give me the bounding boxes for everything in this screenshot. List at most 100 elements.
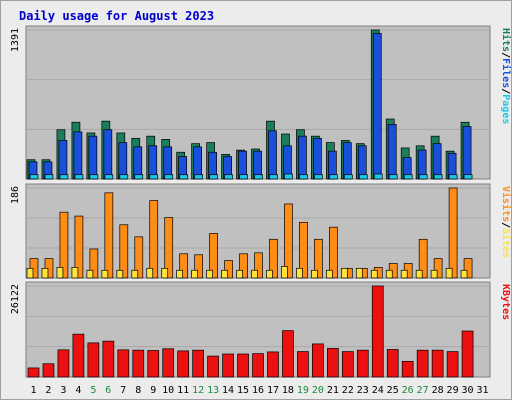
bar-sites bbox=[101, 269, 109, 279]
bar-files bbox=[148, 145, 158, 180]
bar-pages bbox=[254, 174, 263, 180]
bar-sites bbox=[296, 267, 303, 279]
bar-sites bbox=[221, 269, 228, 279]
bar-visits bbox=[59, 211, 69, 279]
bar-kbytes bbox=[446, 351, 459, 378]
legend-separator: / bbox=[500, 88, 511, 94]
bar-pages bbox=[299, 174, 308, 180]
chart-title: Daily usage for August 2023 bbox=[19, 9, 214, 23]
x-tick-label: 23 bbox=[357, 385, 369, 396]
bar-kbytes bbox=[237, 353, 249, 378]
bar-sites bbox=[176, 269, 184, 279]
bar-files bbox=[432, 143, 442, 180]
bar-files bbox=[387, 124, 397, 180]
bar-visits bbox=[164, 217, 174, 279]
bar-visits bbox=[329, 226, 338, 279]
bar-pages bbox=[373, 173, 383, 180]
bar-kbytes bbox=[102, 340, 115, 378]
x-tick-label: 2 bbox=[45, 385, 51, 396]
x-tick-label: 22 bbox=[342, 385, 354, 396]
x-tick-label: 25 bbox=[387, 385, 399, 396]
bar-sites bbox=[116, 269, 124, 279]
bar-visits bbox=[314, 238, 323, 279]
x-tick-label: 19 bbox=[297, 385, 309, 396]
bar-files bbox=[462, 126, 472, 180]
x-tick-label: 29 bbox=[447, 385, 459, 396]
bar-pages bbox=[164, 174, 174, 180]
bar-kbytes bbox=[177, 350, 190, 378]
x-tick-label: 9 bbox=[150, 385, 156, 396]
bar-files bbox=[372, 32, 382, 180]
legend-files: Files bbox=[500, 58, 512, 88]
bar-kbytes bbox=[416, 349, 429, 378]
bar-kbytes bbox=[461, 330, 474, 378]
x-tick-label: 21 bbox=[327, 385, 339, 396]
legend-visits: Visits bbox=[500, 186, 512, 222]
bar-sites bbox=[71, 267, 79, 279]
bar-visits bbox=[239, 253, 248, 279]
x-tick-label: 1 bbox=[30, 385, 36, 396]
x-tick-label: 12 bbox=[192, 385, 204, 396]
bar-pages bbox=[89, 174, 99, 180]
x-tick-label: 6 bbox=[105, 385, 111, 396]
bar-pages bbox=[388, 174, 398, 180]
x-tick-label: 5 bbox=[90, 385, 96, 396]
bar-sites bbox=[56, 267, 64, 279]
x-tick-label: 17 bbox=[267, 385, 279, 396]
x-tick-label: 26 bbox=[402, 385, 414, 396]
x-tick-label: 15 bbox=[237, 385, 249, 396]
bar-pages bbox=[448, 174, 458, 180]
bar-kbytes bbox=[431, 349, 444, 378]
legend-kbytes: KBytes bbox=[500, 284, 511, 320]
bar-kbytes bbox=[117, 349, 130, 378]
bar-kbytes bbox=[162, 348, 175, 378]
bar-sites bbox=[236, 269, 243, 279]
bar-files bbox=[58, 140, 68, 180]
x-tick-label: 30 bbox=[462, 385, 474, 396]
bar-kbytes bbox=[72, 333, 85, 378]
legend-separator: / bbox=[500, 52, 511, 58]
bar-sites bbox=[400, 269, 408, 279]
bar-sites bbox=[146, 267, 154, 279]
bar-sites bbox=[460, 269, 468, 279]
bar-pages bbox=[74, 174, 84, 180]
bar-pages bbox=[149, 174, 159, 180]
x-tick-label: 13 bbox=[207, 385, 219, 396]
bar-kbytes bbox=[282, 330, 294, 378]
max-value-label-middle: 186 bbox=[10, 186, 21, 204]
bar-visits bbox=[463, 258, 473, 279]
bar-kbytes bbox=[192, 349, 204, 378]
bar-pages bbox=[314, 174, 323, 180]
x-tick-label: 20 bbox=[312, 385, 324, 396]
x-tick-label: 11 bbox=[177, 385, 189, 396]
bar-pages bbox=[463, 174, 473, 180]
bar-sites bbox=[340, 267, 348, 279]
legend-top: Hits/Files/Pages bbox=[500, 28, 512, 124]
bar-pages bbox=[239, 174, 248, 180]
bar-files bbox=[118, 142, 128, 180]
bar-pages bbox=[418, 174, 428, 180]
bar-visits bbox=[209, 233, 218, 279]
x-tick-label: 27 bbox=[417, 385, 429, 396]
bar-sites bbox=[281, 266, 288, 279]
bar-visits bbox=[269, 238, 278, 279]
bar-kbytes bbox=[356, 349, 369, 378]
bar-sites bbox=[191, 269, 198, 279]
bar-kbytes bbox=[401, 360, 414, 378]
bar-files bbox=[313, 137, 322, 180]
bar-sites bbox=[311, 269, 318, 279]
bar-kbytes bbox=[267, 351, 279, 378]
bar-sites bbox=[445, 267, 453, 279]
bar-kbytes bbox=[42, 363, 55, 378]
legend-separator: / bbox=[500, 222, 511, 228]
bar-kbytes bbox=[297, 351, 309, 378]
bar-sites bbox=[26, 267, 34, 279]
legend-pages: Pages bbox=[500, 94, 511, 124]
max-value-label-top: 1391 bbox=[10, 28, 21, 52]
bar-pages bbox=[209, 174, 218, 180]
bar-files bbox=[298, 135, 307, 180]
bar-sites bbox=[41, 267, 49, 279]
bar-pages bbox=[224, 174, 233, 180]
